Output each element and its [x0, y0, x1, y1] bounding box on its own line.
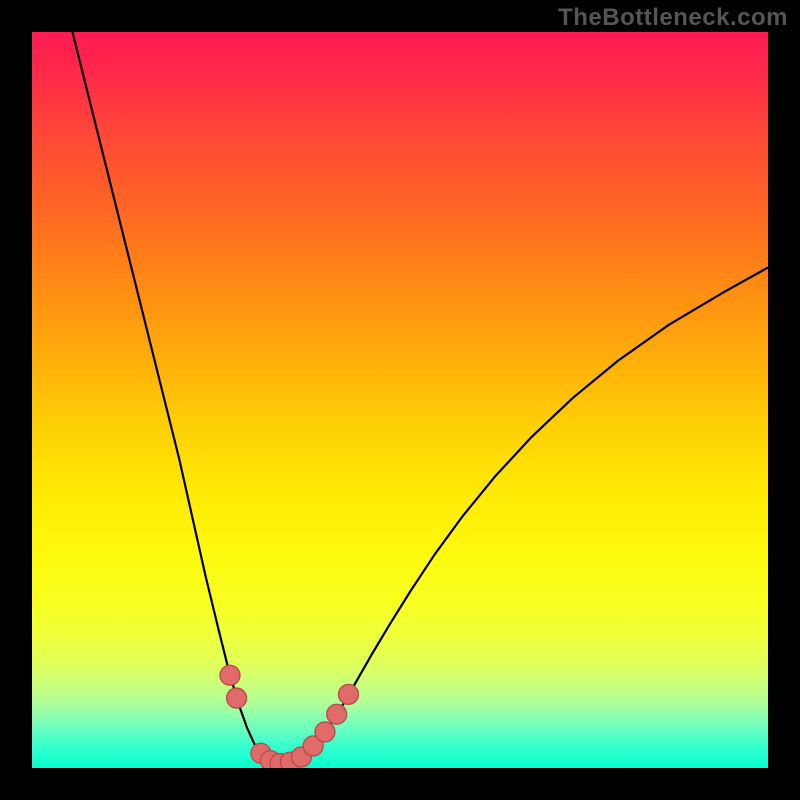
marker-point: [315, 722, 335, 742]
marker-point: [227, 688, 247, 708]
marker-point: [338, 684, 358, 704]
bottleneck-chart: [32, 32, 768, 768]
marker-point: [220, 665, 240, 685]
gradient-background: [32, 32, 768, 768]
marker-point: [327, 704, 347, 724]
watermark-text: TheBottleneck.com: [558, 4, 788, 32]
